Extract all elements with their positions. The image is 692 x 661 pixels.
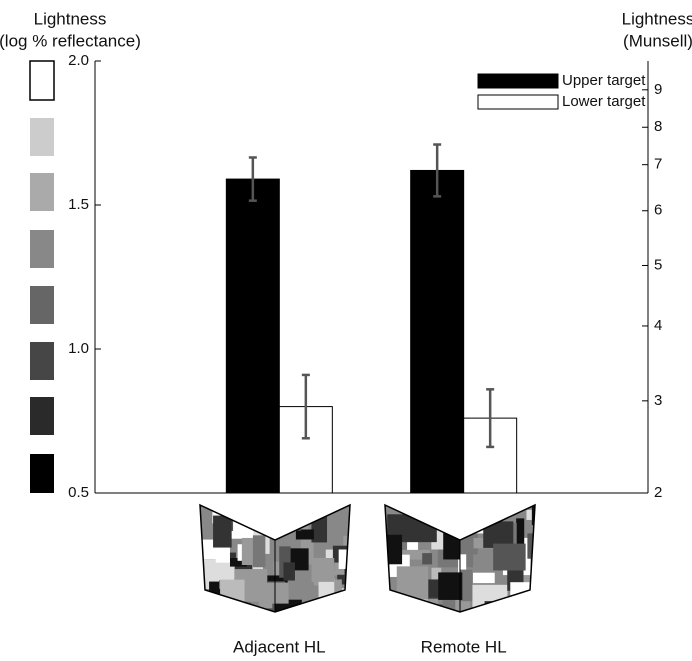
mosaic-patch [459,503,483,529]
legend-label: Lower target [562,93,646,110]
mosaic-patch [526,510,544,520]
mosaic-patch [493,544,525,571]
y2-tick-label: 4 [654,317,662,334]
stimuli [200,500,564,630]
y-tick-label: 2.0 [68,52,89,69]
mosaic [200,500,381,629]
mosaic-patch [535,502,544,516]
mosaic-patch [283,562,294,580]
mosaic-patch [276,509,309,532]
mosaic-patch [491,501,506,512]
bar [226,179,279,493]
mosaic-patch [225,500,250,510]
mosaic-patch [311,558,334,582]
swatch [30,397,54,435]
mosaic-patch [483,501,492,514]
y2-axis-label: (Munsell) [623,31,692,50]
y2-tick-label: 5 [654,256,662,273]
mosaic-patch [438,572,462,600]
y2-tick-label: 2 [654,484,662,501]
mosaic [385,500,564,630]
y2-tick-label: 3 [654,392,662,409]
y2-axis-label: Lightness [622,9,692,28]
mosaic-patch [473,573,495,583]
mosaic-patch [213,516,232,548]
y2-tick-label: 7 [654,156,662,173]
mosaic-patch [466,506,487,518]
mosaic-patch [253,535,265,567]
mosaic-patch [283,503,300,520]
mosaic-patch [530,588,564,602]
mosaic-patch [442,516,460,531]
mosaic-patch [306,606,331,623]
mosaic-patch [339,549,371,568]
y2-tick-label: 8 [654,118,662,135]
mosaic-patch [349,550,381,573]
swatch [30,230,54,268]
mosaic-patch [422,553,432,564]
swatch [30,118,54,156]
mosaic-patch [442,510,465,524]
legend-swatch [478,95,558,109]
mosaic-patch [387,514,404,535]
mosaic-patch [472,585,507,616]
y-axis-label: Lightness [34,9,107,28]
mosaic-patch [428,500,449,527]
mosaic-patch [277,504,296,517]
mosaic-patch [532,568,547,582]
y-axis-label: (log % reflectance) [0,31,141,50]
mosaic-patch [503,609,514,629]
mosaic-patch [296,529,314,539]
mosaic-patch [443,527,460,559]
bar [411,170,464,493]
chart: 0.5 1.0 1.5 2.0 2 3 4 5 6 7 8 9 Lightness (log % refl… [0,0,692,661]
swatch [30,454,54,493]
mosaic-patch [436,512,463,525]
legend-label: Upper target [562,72,646,89]
y-tick-label: 0.5 [68,484,89,501]
y2-tick-label: 6 [654,202,662,219]
mosaic-patch [510,582,537,605]
mosaic-patch [349,572,361,598]
swatches [30,61,54,493]
mosaic-patch [345,602,377,629]
y2-tick-label: 9 [654,81,662,98]
swatch [30,61,54,100]
legend-swatch [478,74,558,88]
x-tick-label: Adjacent HL [233,637,326,656]
y-tick-label: 1.5 [68,196,89,213]
swatch [30,342,54,380]
mosaic-patch [274,506,290,527]
mosaic-patch [266,508,301,530]
swatch [30,173,54,211]
x-tick-label: Remote HL [421,637,507,656]
swatch [30,286,54,324]
y-tick-label: 1.0 [68,340,89,357]
